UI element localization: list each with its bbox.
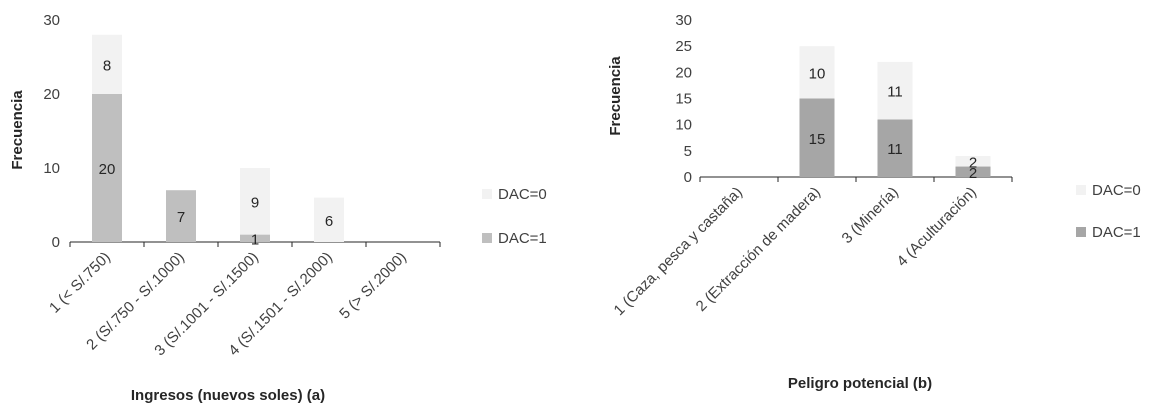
chart-b-data-label-dac1: 11 [887,141,903,158]
chart-a-data-label-dac1: 20 [99,161,116,178]
chart-b-legend-swatch [1076,227,1086,237]
chart-a-ytick-label: 0 [52,234,60,251]
chart-b-data-label-dac0: 11 [887,84,903,101]
chart-a-legend-swatch [482,233,492,243]
chart-b-xlabel: Peligro potencial (b) [788,375,932,392]
chart-b-bar-dac0 [955,156,991,167]
chart-b-bar-dac0 [799,46,835,99]
chart-a-ytick-label: 10 [43,160,60,177]
chart-b-category-label: 1 (Caza, pesca y castaña) [611,184,746,319]
chart-a-ytick-label: 30 [43,12,60,29]
chart-b-legend: DAC=0 DAC=1 [1076,182,1141,241]
chart-b-data-label-dac1: 2 [969,165,977,182]
chart-a-ylabel: Frecuencia [9,90,26,170]
chart-a-category-label: 5 (> S/.2000) [336,249,410,323]
chart-b-bar-dac1 [799,98,835,177]
chart-a-legend: DAC=0 DAC=1 [482,186,547,247]
chart-a-legend-swatch [482,189,492,199]
chart-a-legend-label: DAC=1 [498,230,547,247]
chart-b-category-label: 4 (Aculturación) [894,184,980,270]
chart-b-ytick-label: 15 [675,91,692,108]
chart-b-ytick-label: 25 [675,38,692,55]
chart-b-legend-swatch [1076,185,1086,195]
chart-a-category-label: 1 (< S/.750) [46,249,114,317]
chart-a-xlabel: Ingresos (nuevos soles) (a) [131,387,325,404]
chart-b-bar-dac1 [955,166,991,177]
chart-a-bar-dac0 [92,34,122,94]
chart-a-data-label-dac0: 9 [251,194,259,211]
chart-b-ylabel: Frecuencia [607,56,624,136]
chart-b-ytick-label: 20 [675,64,692,81]
chart-b-data-label-dac1: 15 [809,131,826,148]
chart-a-bar-dac1 [240,234,270,242]
chart-a-bar-dac1 [92,94,122,242]
chart-a-bar-dac0 [240,168,270,235]
chart-a: Frecuencia Ingresos (nuevos soles) (a) D… [9,12,547,404]
chart-b-data-label-dac0: 2 [969,154,977,171]
chart-b-bar-dac0 [877,61,913,120]
chart-a-data-label-dac1: 7 [177,209,185,226]
chart-a-data-label-dac0: 6 [325,213,333,230]
chart-b-legend-label: DAC=0 [1092,182,1141,199]
chart-a-data-label-dac1: 1 [251,231,259,248]
chart-b-legend-label: DAC=1 [1092,224,1141,241]
chart-b-data-label-dac0: 10 [809,65,826,82]
chart-b-ytick-label: 5 [684,143,692,160]
chart-b-ytick-label: 30 [675,12,692,29]
chart-a-ytick-label: 20 [43,86,60,103]
chart-b-bar-dac1 [877,119,913,177]
chart-a-legend-label: DAC=0 [498,186,547,203]
chart-a-bar-dac0 [314,197,344,242]
chart-a-bar-dac1 [166,190,196,242]
chart-b-category-label: 2 (Extracción de madera) [693,184,824,315]
chart-b-ytick-label: 0 [684,169,692,186]
chart-b-ytick-label: 10 [675,117,692,134]
chart-b: Frecuencia Peligro potencial (b) DAC=0DA… [607,12,1141,392]
chart-a-data-label-dac0: 8 [103,57,111,74]
chart-b-category-label: 3 (Minería) [839,184,902,247]
